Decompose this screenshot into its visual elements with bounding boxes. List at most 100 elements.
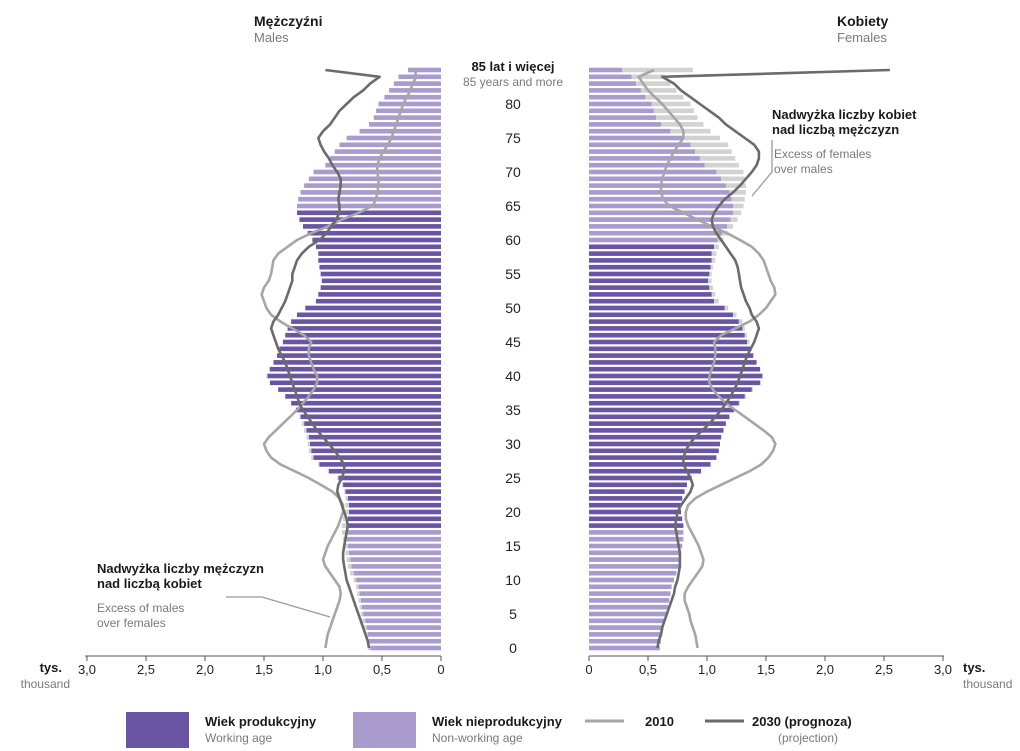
bar-males-age-81 bbox=[384, 94, 441, 100]
left-tick-label-1: 2,5 bbox=[137, 662, 155, 677]
bar-males-age-13 bbox=[350, 557, 441, 562]
bar-males-age-33 bbox=[304, 421, 441, 426]
bar-females-age-67 bbox=[589, 190, 730, 195]
bar-males-age-7 bbox=[360, 598, 441, 603]
right-tick-label-3: 1,5 bbox=[757, 662, 775, 677]
bar-males-age-1 bbox=[369, 638, 441, 644]
bar-females-age-44 bbox=[589, 346, 751, 352]
right-tick-label-5: 2,5 bbox=[875, 662, 893, 677]
bar-females-excess-age-49 bbox=[732, 312, 737, 318]
bar-males-age-50 bbox=[305, 305, 441, 311]
bar-females-age-25 bbox=[589, 475, 692, 481]
left-tick-label-6: 0 bbox=[437, 662, 444, 677]
age-tick-30: 30 bbox=[505, 436, 521, 452]
bar-females-excess-age-56 bbox=[710, 264, 713, 270]
bar-males-excess-age-33 bbox=[301, 421, 305, 426]
excess-males-sublabel-2: over females bbox=[97, 616, 166, 630]
legend-2030-label: 2030 (prognoza) bbox=[752, 714, 852, 729]
bar-males-age-72 bbox=[330, 156, 441, 161]
right-unit-label: tys. bbox=[963, 660, 985, 675]
age-tick-65: 65 bbox=[505, 198, 521, 214]
bar-males-excess-age-15 bbox=[344, 543, 348, 549]
bar-females-excess-age-37 bbox=[744, 394, 746, 399]
age-top-sublabel: 85 years and more bbox=[463, 75, 563, 89]
bar-males-age-45 bbox=[282, 339, 441, 345]
line-2010-males bbox=[260, 69, 418, 649]
legend-nonworking-label: Wiek nieprodukcyjny bbox=[432, 714, 563, 729]
left-tick-label-0: 3,0 bbox=[78, 662, 96, 677]
bar-females-age-55 bbox=[589, 271, 710, 277]
bar-females-age-33 bbox=[589, 421, 726, 426]
bar-females-excess-age-59 bbox=[714, 244, 719, 250]
bar-males-age-79 bbox=[376, 108, 441, 114]
bar-males-age-11 bbox=[353, 570, 441, 576]
bar-males-age-24 bbox=[343, 482, 441, 488]
bar-females-age-27 bbox=[589, 462, 711, 467]
age-tick-25: 25 bbox=[505, 470, 521, 486]
bar-males-excess-age-22 bbox=[345, 496, 348, 501]
left-unit-sublabel: thousand bbox=[21, 677, 70, 691]
bar-females-age-62 bbox=[589, 224, 728, 229]
right-tick-label-4: 2,0 bbox=[816, 662, 834, 677]
bar-males-age-17 bbox=[346, 530, 441, 535]
bar-males-age-20 bbox=[348, 509, 441, 515]
bar-males-excess-age-3 bbox=[363, 625, 367, 630]
bar-females-excess-age-38 bbox=[751, 387, 754, 392]
bar-females-excess-age-63 bbox=[730, 217, 738, 222]
bar-males-excess-age-6 bbox=[359, 604, 362, 610]
bar-males-age-47 bbox=[287, 326, 441, 331]
bar-females-age-4 bbox=[589, 618, 665, 624]
bar-females-age-13 bbox=[589, 557, 680, 562]
bar-females-age-57 bbox=[589, 258, 712, 263]
bar-females-excess-age-55 bbox=[709, 271, 712, 277]
bar-males-excess-age-9 bbox=[356, 584, 359, 590]
right-unit-sublabel: thousand bbox=[963, 677, 1012, 691]
bar-males-age-16 bbox=[346, 536, 441, 542]
age-tick-45: 45 bbox=[505, 334, 521, 350]
age-tick-0: 0 bbox=[509, 640, 517, 656]
bar-males-age-63 bbox=[299, 217, 441, 222]
bar-males-excess-age-29 bbox=[308, 448, 312, 454]
bar-females-age-54 bbox=[589, 278, 709, 284]
age-tick-75: 75 bbox=[505, 130, 521, 146]
bar-females-age-18 bbox=[589, 523, 684, 528]
bar-males-excess-age-11 bbox=[350, 570, 354, 576]
bar-females-excess-age-47 bbox=[742, 326, 745, 331]
bar-males-excess-age-18 bbox=[341, 523, 347, 528]
bar-females-age-64 bbox=[589, 210, 733, 216]
bar-males-age-84 bbox=[398, 74, 441, 80]
males-subtitle: Males bbox=[254, 30, 289, 45]
bar-males-age-28 bbox=[313, 455, 441, 460]
bar-females-age-31 bbox=[589, 434, 722, 440]
bar-males-age-38 bbox=[278, 387, 441, 392]
legend-nonworking-sublabel: Non-working age bbox=[432, 731, 523, 745]
age-tick-35: 35 bbox=[505, 402, 521, 418]
left-tick-label-4: 1,0 bbox=[314, 662, 332, 677]
bar-females-age-84 bbox=[589, 74, 632, 80]
bar-females-excess-age-69 bbox=[721, 176, 745, 182]
bar-males-age-14 bbox=[348, 550, 441, 556]
legend-working-swatch bbox=[126, 712, 189, 748]
age-tick-70: 70 bbox=[505, 164, 521, 180]
bar-males-excess-age-34 bbox=[299, 414, 301, 420]
bar-females-excess-age-70 bbox=[716, 169, 744, 175]
bar-males-age-55 bbox=[320, 271, 441, 277]
bar-males-age-27 bbox=[319, 462, 441, 467]
bar-males-age-80 bbox=[378, 101, 441, 107]
bar-males-age-75 bbox=[346, 135, 441, 141]
bar-females-excess-age-80 bbox=[651, 101, 691, 107]
bar-females-excess-age-67 bbox=[729, 190, 746, 195]
bar-females-age-2 bbox=[589, 632, 663, 637]
bar-males-excess-age-10 bbox=[353, 577, 357, 583]
bar-females-excess-age-77 bbox=[660, 122, 704, 127]
bar-males-age-57 bbox=[318, 258, 441, 263]
bar-females-age-6 bbox=[589, 604, 669, 610]
bar-females-excess-age-79 bbox=[653, 108, 695, 114]
bar-males-age-51 bbox=[315, 298, 441, 304]
excess-males-sublabel-1: Excess of males bbox=[97, 601, 184, 615]
age-tick-55: 55 bbox=[505, 266, 521, 282]
legend-nonworking-swatch bbox=[353, 712, 416, 748]
pyramid-bars bbox=[266, 67, 763, 651]
excess-females-sublabel-2: over males bbox=[774, 162, 833, 176]
